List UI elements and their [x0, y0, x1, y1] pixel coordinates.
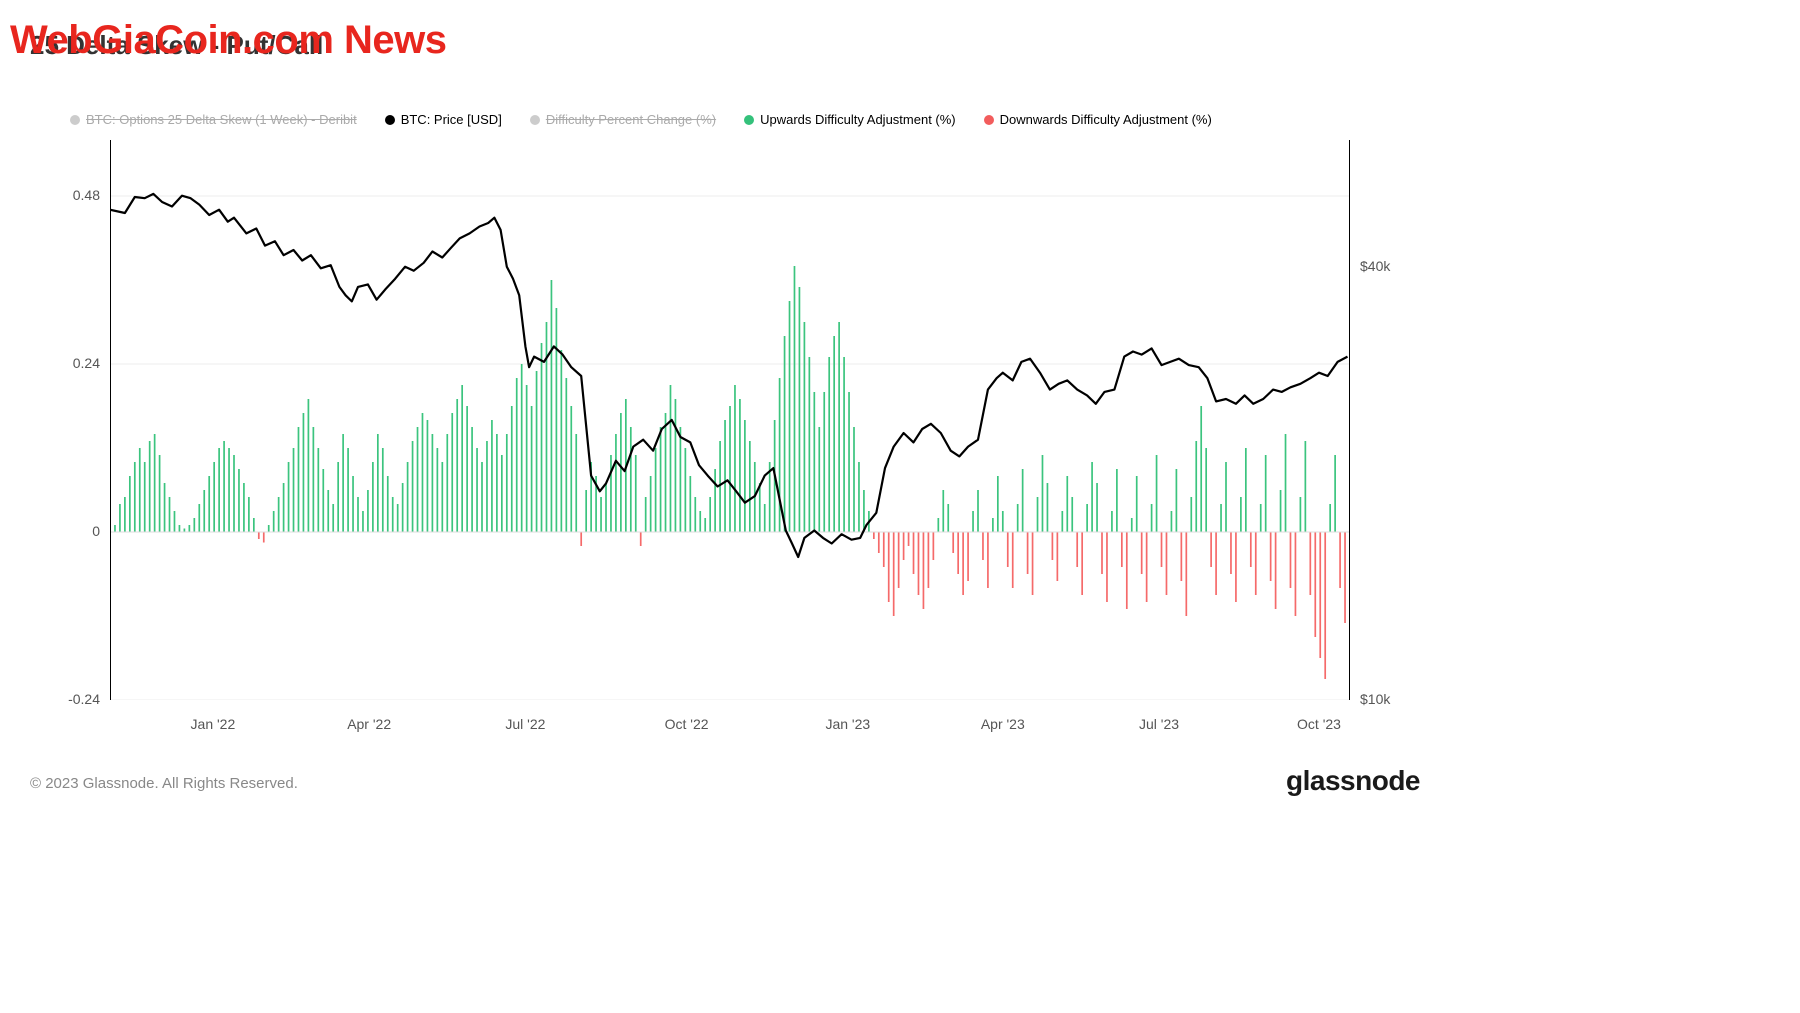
watermark-overlay: WebGiaCoin.com News [10, 18, 447, 63]
legend-item[interactable]: Upwards Difficulty Adjustment (%) [744, 112, 956, 127]
chart-plot [110, 140, 1350, 700]
legend-label: BTC: Options 25 Delta Skew (1 Week) - De… [86, 112, 357, 127]
x-tick-label: Jan '22 [183, 716, 243, 732]
legend-label: Upwards Difficulty Adjustment (%) [760, 112, 956, 127]
chart-container: 25 Delta Skew - Put/Call WebGiaCoin.com … [0, 0, 1800, 1013]
legend-item[interactable]: Downwards Difficulty Adjustment (%) [984, 112, 1212, 127]
y-right-tick-label: $40k [1360, 258, 1390, 274]
copyright-text: © 2023 Glassnode. All Rights Reserved. [30, 775, 298, 792]
legend-dot-icon [744, 115, 754, 125]
legend-item[interactable]: BTC: Options 25 Delta Skew (1 Week) - De… [70, 112, 357, 127]
y-left-tick-label: -0.24 [68, 691, 100, 707]
x-tick-label: Apr '22 [339, 716, 399, 732]
x-axis-ticks: Jan '22 Apr '22 Jul '22 Oct '22 Jan '23 Apr '… [110, 710, 1350, 740]
legend-dot-icon [530, 115, 540, 125]
legend-item[interactable]: BTC: Price [USD] [385, 112, 502, 127]
legend-item[interactable]: Difficulty Percent Change (%) [530, 112, 716, 127]
x-tick-label: Jan '23 [818, 716, 878, 732]
x-tick-label: Jul '22 [495, 716, 555, 732]
legend-dot-icon [385, 115, 395, 125]
x-tick-label: Oct '22 [657, 716, 717, 732]
legend-label: BTC: Price [USD] [401, 112, 502, 127]
x-tick-label: Apr '23 [973, 716, 1033, 732]
y-axis-left-ticks: -0.2400.240.48 [50, 140, 100, 700]
x-tick-label: Jul '23 [1129, 716, 1189, 732]
y-left-tick-label: 0 [92, 523, 100, 539]
y-left-tick-label: 0.24 [73, 355, 100, 371]
brand-logo: glassnode [1286, 765, 1420, 797]
legend-label: Downwards Difficulty Adjustment (%) [1000, 112, 1212, 127]
y-axis-right-ticks: $10k$40k [1360, 140, 1420, 700]
legend-dot-icon [984, 115, 994, 125]
chart-legend: BTC: Options 25 Delta Skew (1 Week) - De… [70, 112, 1212, 127]
y-right-tick-label: $10k [1360, 691, 1390, 707]
legend-label: Difficulty Percent Change (%) [546, 112, 716, 127]
y-left-tick-label: 0.48 [73, 187, 100, 203]
legend-dot-icon [70, 115, 80, 125]
x-tick-label: Oct '23 [1289, 716, 1349, 732]
